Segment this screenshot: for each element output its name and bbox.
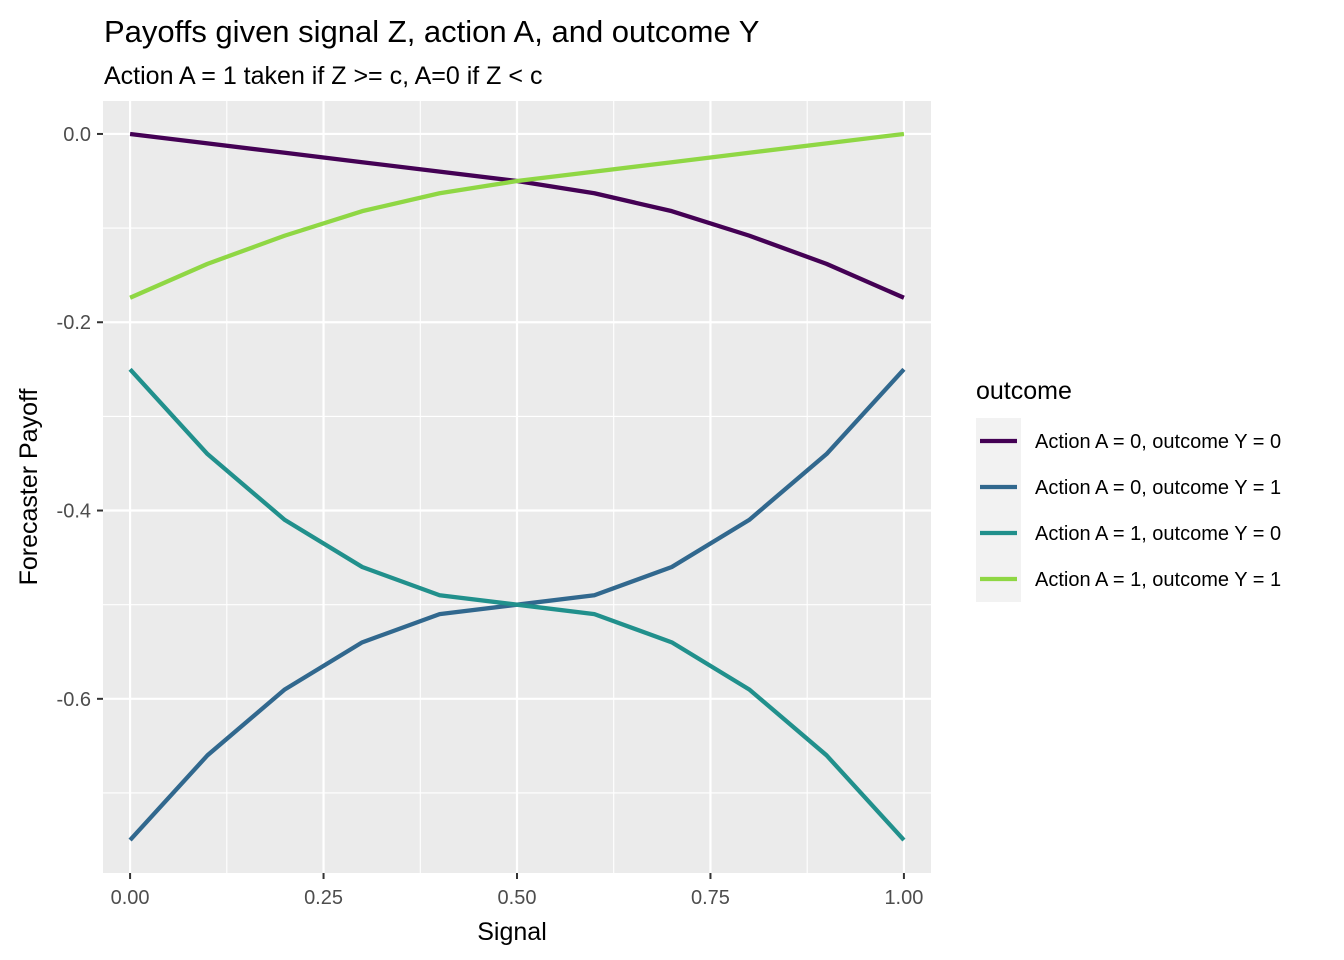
y-tick-label: -0.2 — [57, 312, 91, 334]
legend-label: Action A = 1, outcome Y = 1 — [1035, 569, 1281, 591]
series-line-3 — [129, 131, 905, 300]
y-tick-label: -0.6 — [57, 689, 91, 711]
x-tick-label: 1.00 — [884, 887, 923, 909]
y-tick-label: 0.0 — [63, 124, 91, 146]
series-lines — [128, 131, 906, 842]
chart-subtitle: Action A = 1 taken if Z >= c, A=0 if Z <… — [104, 62, 542, 90]
legend-label: Action A = 0, outcome Y = 1 — [1035, 477, 1281, 499]
x-tick-label: 0.25 — [304, 887, 343, 909]
y-axis: 0.0 -0.2 -0.4 -0.6 — [57, 124, 103, 711]
x-axis: 0.00 0.25 0.50 0.75 1.00 — [111, 873, 923, 909]
legend: outcome Action A = 0, outcome Y = 0 Actio… — [976, 377, 1281, 602]
legend-label: Action A = 1, outcome Y = 0 — [1035, 523, 1281, 545]
series-line-2 — [128, 367, 906, 842]
y-axis-title: Forecaster Payoff — [15, 389, 43, 586]
legend-label: Action A = 0, outcome Y = 0 — [1035, 431, 1281, 453]
x-tick-label: 0.75 — [691, 887, 730, 909]
x-tick-label: 0.50 — [498, 887, 537, 909]
y-tick-label: -0.4 — [57, 501, 91, 523]
legend-title: outcome — [976, 377, 1072, 405]
major-gridlines — [103, 101, 931, 873]
chart-title: Payoffs given signal Z, action A, and ou… — [104, 14, 759, 49]
x-axis-title: Signal — [477, 918, 547, 946]
x-tick-label: 0.00 — [111, 887, 150, 909]
